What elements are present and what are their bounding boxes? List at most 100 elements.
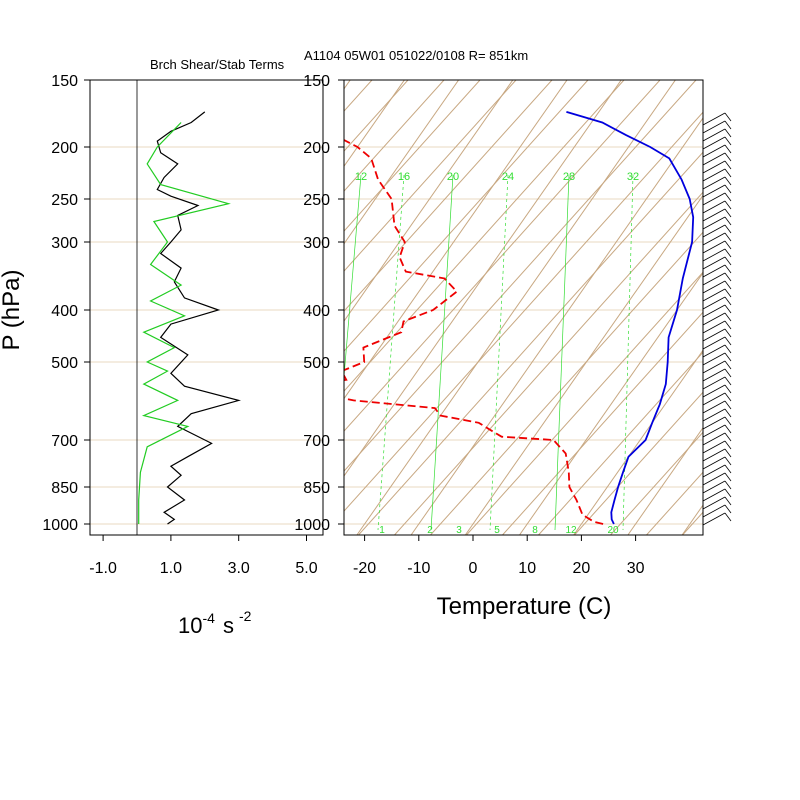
right-y-tick-label: 500 [303,355,330,372]
left-panel-title: Brch Shear/Stab Terms [150,57,285,72]
wind-barb [702,168,732,182]
dry-adiabat [344,80,445,192]
wind-barb [702,304,732,318]
wind-barb [702,280,732,294]
dry-adiabat [574,391,703,535]
dry-adiabat [502,311,703,535]
right-x-tick-label: 0 [469,560,478,577]
dry-adiabat [344,80,589,352]
wind-barb [702,392,732,406]
wind-barb [702,368,732,382]
mixing-ratio-bottom-label: 12 [565,525,577,536]
wind-barb [702,408,732,422]
mixing-ratio-bottom-label: 1 [379,525,385,536]
right-x-tick-label: -10 [407,560,430,577]
mixing-ratio-label: 28 [563,171,575,183]
right-y-tick-label: 250 [303,192,330,209]
left-y-tick-label: 250 [51,192,78,209]
temperature-profile [566,111,695,525]
right-x-tick-label: 10 [518,560,536,577]
left-y-tick-label: 200 [51,140,78,157]
dry-adiabat [344,80,697,472]
mixing-ratio-label: 24 [502,171,514,183]
isotherm [519,271,703,535]
wind-barb [702,488,732,502]
dry-adiabat [646,471,703,535]
left-y-tick-label: 850 [51,480,78,497]
dry-adiabat [358,151,703,535]
wind-barbs [702,112,732,526]
dewpoint-profile [344,138,604,525]
wind-barb [702,480,732,494]
dry-adiabat [682,511,703,535]
mixing-ratio-label: 20 [447,171,459,183]
wind-barb [702,120,732,134]
right-x-axis-label: Temperature (C) [437,593,612,620]
mixing-ratio-line [344,174,362,381]
right-y-tick-label: 150 [303,73,330,90]
left-x-tick-label: 5.0 [295,560,317,577]
left-plot-frame [89,79,324,536]
wind-barb [702,496,732,510]
right-panel: 12 16 20 24 28 321 2 3 5 8 12 20 150200250300400500… [294,73,800,577]
left-x-axis-label: 10-4 s -2 [178,608,252,638]
isotherm [681,504,703,535]
wind-barb [702,440,732,454]
wind-barb [702,176,732,190]
mixing-ratio-bottom-label: 8 [532,525,538,536]
mixing-ratio-bottom-label: 3 [456,525,462,536]
dry-adiabat [344,111,703,512]
wind-barb [702,312,732,326]
right-x-tick-label: 30 [627,560,645,577]
wind-barb [702,384,732,398]
wind-barb [702,208,732,222]
wind-barb [702,136,732,150]
left-x-tick-label: 3.0 [228,560,250,577]
wind-barb [702,504,732,518]
left-x-label-exponent: -4 [202,610,215,626]
wind-barb [702,448,732,462]
dry-adiabat [344,80,625,392]
right-y-tick-label: 700 [303,433,330,450]
wind-barb [702,256,732,270]
wind-barb [702,328,732,342]
right-plot-frame [343,79,704,536]
isotherm [344,80,460,245]
wind-barb [702,272,732,286]
left-x-tick-label: 1.0 [160,560,182,577]
isotherm [344,80,568,400]
left-y-tick-label: 500 [51,355,78,372]
isotherm [344,80,622,477]
wind-barb [702,336,732,350]
isotherm [573,349,703,535]
mixing-ratio-label: 32 [627,171,639,183]
svg-text:10-4s-2: 10-4 s -2 [178,608,252,638]
wind-barb [702,264,732,278]
left-y-tick-label: 700 [51,433,78,450]
mixing-ratio-label: 12 [355,171,367,183]
wind-barb [702,472,732,486]
mixing-ratio-line [430,174,454,531]
wind-barb [702,416,732,430]
wind-barb [702,200,732,214]
mixing-ratio-line [622,174,634,531]
dry-adiabat [610,431,703,535]
left-panel: 150 200 250 300 400 500 700 850 1000 -1.0 1.0 3.0 5… [42,73,324,577]
wind-barb [702,400,732,414]
left-y-tick-label: 400 [51,303,78,320]
right-x-tick-label: 20 [573,560,591,577]
left-y-tick-label: 150 [51,73,78,90]
wind-barb [702,216,732,230]
wind-barb [702,248,732,262]
dry-adiabat [791,80,800,535]
wind-barb [702,240,732,254]
wind-barb [702,224,732,238]
dry-adiabat [344,80,517,272]
right-y-tick-label: 1000 [294,517,330,534]
isotherm [356,80,677,535]
wind-barb [702,296,732,310]
left-x-label-unit-exponent: -2 [239,608,252,624]
mixing-ratio-line [554,174,570,531]
wind-barb [702,112,732,126]
